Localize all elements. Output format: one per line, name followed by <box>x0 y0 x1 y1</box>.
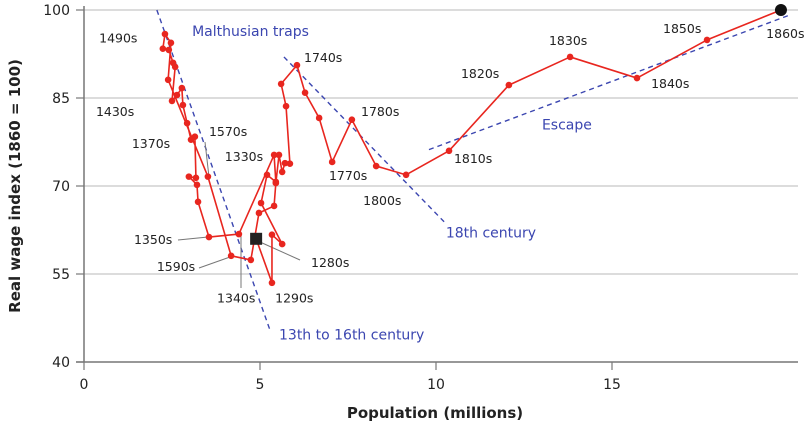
y-tick-label: 40 <box>52 355 70 371</box>
y-tick-label: 55 <box>52 267 70 283</box>
data-point <box>263 171 271 179</box>
data-point <box>167 39 175 47</box>
data-point <box>633 74 641 82</box>
data-point <box>205 233 213 241</box>
data-point <box>372 162 380 170</box>
x-tick-label: 15 <box>603 377 621 393</box>
data-point <box>315 114 323 122</box>
data-point <box>173 91 181 99</box>
data-point <box>187 136 195 143</box>
point-label-1490s: 1490s <box>99 30 137 45</box>
trend-line <box>156 9 271 330</box>
data-point <box>169 59 177 67</box>
data-point <box>270 202 278 210</box>
data-point <box>185 173 193 180</box>
gridlines <box>84 9 798 275</box>
point-label-1280s: 1280s <box>311 255 349 270</box>
data-point <box>257 199 265 207</box>
trend-lines: 13th to 16th century 18th century Escape Ma… <box>156 9 790 344</box>
data-point <box>193 181 201 189</box>
malthusian-traps-label: Malthusian traps <box>192 24 309 40</box>
data-point <box>270 151 278 159</box>
leader-line <box>259 241 301 261</box>
data-point <box>247 256 255 264</box>
data-point <box>178 84 186 92</box>
point-label-1590s: 1590s <box>157 259 195 274</box>
point-label-1830s: 1830s <box>549 33 587 48</box>
data-point-1280s-square <box>250 232 263 245</box>
point-label-1340s: 1340s <box>217 291 255 306</box>
data-point <box>445 147 453 155</box>
data-point <box>328 158 336 166</box>
y-tick-label: 70 <box>52 179 70 195</box>
data-point <box>235 230 243 238</box>
trend-line <box>283 56 445 223</box>
data-point <box>293 61 301 69</box>
data-point <box>183 119 191 127</box>
data-point <box>192 174 200 182</box>
trend-label: 18th century <box>446 226 536 242</box>
data-point <box>168 97 176 105</box>
point-labels: 1490s 1430s 1370s 1570s 1330s 1350s 1590s 1340s… <box>96 21 805 306</box>
data-point <box>227 252 235 260</box>
data-point <box>278 240 286 248</box>
point-label-1290s: 1290s <box>275 291 313 306</box>
data-point <box>301 89 309 97</box>
data-point <box>703 36 711 44</box>
data-point-1860s <box>774 4 787 16</box>
y-axis-label: Real wage index (1860 = 100) <box>6 59 24 313</box>
data-point <box>277 80 285 88</box>
data-point <box>281 159 289 167</box>
data-point <box>505 81 513 89</box>
point-label-1350s: 1350s <box>134 232 172 247</box>
point-label-1820s: 1820s <box>461 66 499 81</box>
data-points <box>159 4 787 287</box>
data-point <box>348 116 356 124</box>
label-leader-lines <box>177 141 301 288</box>
data-point <box>164 76 172 84</box>
data-point <box>286 160 294 168</box>
trend-line <box>428 14 790 151</box>
point-label-1800s: 1800s <box>363 193 401 208</box>
data-point <box>194 198 202 206</box>
leader-line <box>204 141 210 178</box>
point-label-1330s: 1330s <box>225 149 263 164</box>
data-point <box>272 179 280 187</box>
y-tick-label: 100 <box>43 3 70 19</box>
point-label-1810s: 1810s <box>454 151 492 166</box>
x-axis-label: Population (millions) <box>347 404 523 422</box>
y-tick-label: 85 <box>52 91 70 107</box>
x-tick-label: 5 <box>256 377 265 393</box>
point-label-1370s: 1370s <box>132 136 170 151</box>
trend-label: Escape <box>542 118 592 134</box>
data-point <box>165 46 173 54</box>
point-label-1850s: 1850s <box>663 21 701 36</box>
x-tick-label: 0 <box>80 377 89 393</box>
point-label-1430s: 1430s <box>96 104 134 119</box>
data-point <box>566 53 574 61</box>
data-point <box>179 101 187 109</box>
data-point <box>278 168 286 176</box>
x-tick-label: 10 <box>427 377 445 393</box>
axes: 40 55 70 85 100 0 5 10 15 <box>43 3 798 393</box>
trend-label: 13th to 16th century <box>279 328 424 344</box>
leader-line <box>198 256 231 269</box>
data-point <box>282 102 290 110</box>
point-label-1780s: 1780s <box>361 104 399 119</box>
data-point <box>161 30 169 38</box>
data-point <box>268 231 276 238</box>
leader-line <box>177 236 209 241</box>
point-label-1740s: 1740s <box>304 50 342 65</box>
data-point <box>159 45 167 53</box>
data-point <box>268 279 276 287</box>
data-point <box>275 151 283 159</box>
data-point <box>204 173 212 180</box>
point-label-1570s: 1570s <box>209 124 247 139</box>
data-point <box>402 171 410 179</box>
point-label-1860s: 1860s <box>766 26 804 41</box>
point-label-1770s: 1770s <box>329 168 367 183</box>
data-point <box>255 209 263 217</box>
point-label-1840s: 1840s <box>651 76 689 91</box>
